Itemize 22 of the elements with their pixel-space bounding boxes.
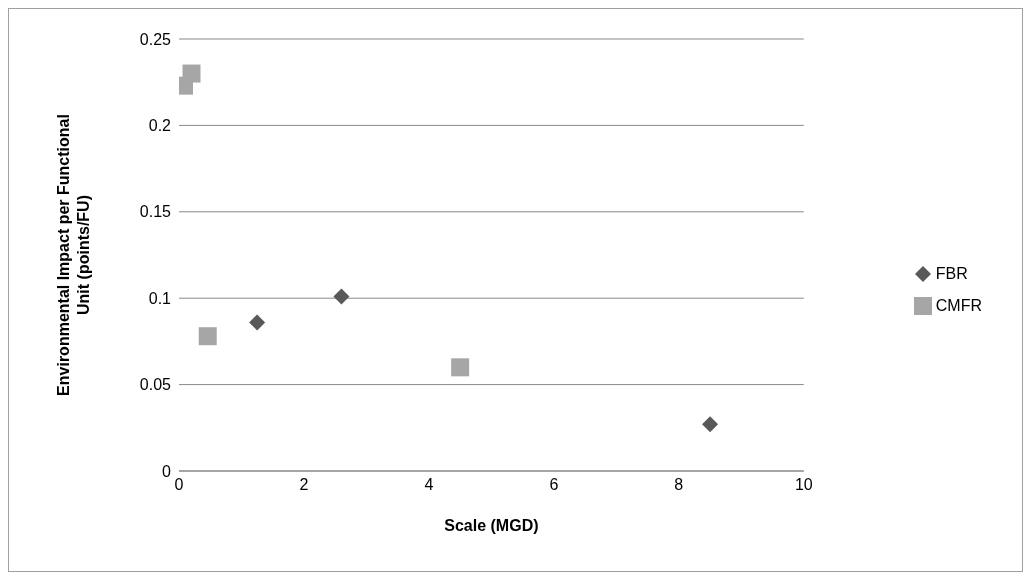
x-tick-label: 4 [424, 476, 434, 494]
y-axis-title: Environmental Impact per Functional Unit (points/FU) [55, 114, 92, 396]
x-tick-label: 8 [674, 476, 684, 494]
point [182, 64, 201, 83]
y-tick-label: 0 [162, 462, 172, 480]
point [249, 314, 266, 331]
y-tick-label: 0.15 [139, 203, 172, 221]
point [198, 327, 217, 346]
y-tick-label: 0.25 [139, 30, 172, 48]
x-axis-title: Scale (MGD) [444, 517, 539, 534]
legend-label: CMFR [935, 297, 982, 315]
point [333, 288, 350, 305]
x-tick-label: 10 [794, 476, 813, 494]
y-tick-label: 0.05 [139, 376, 172, 394]
x-tick-label: 6 [549, 476, 559, 494]
x-tick-label: 0 [174, 476, 184, 494]
point [451, 358, 470, 377]
y-tick-label: 0.2 [148, 117, 172, 135]
x-tick-label: 2 [299, 476, 309, 494]
point [702, 416, 719, 433]
legend-label: FBR [935, 265, 968, 283]
y-tick-label: 0.1 [148, 289, 172, 307]
